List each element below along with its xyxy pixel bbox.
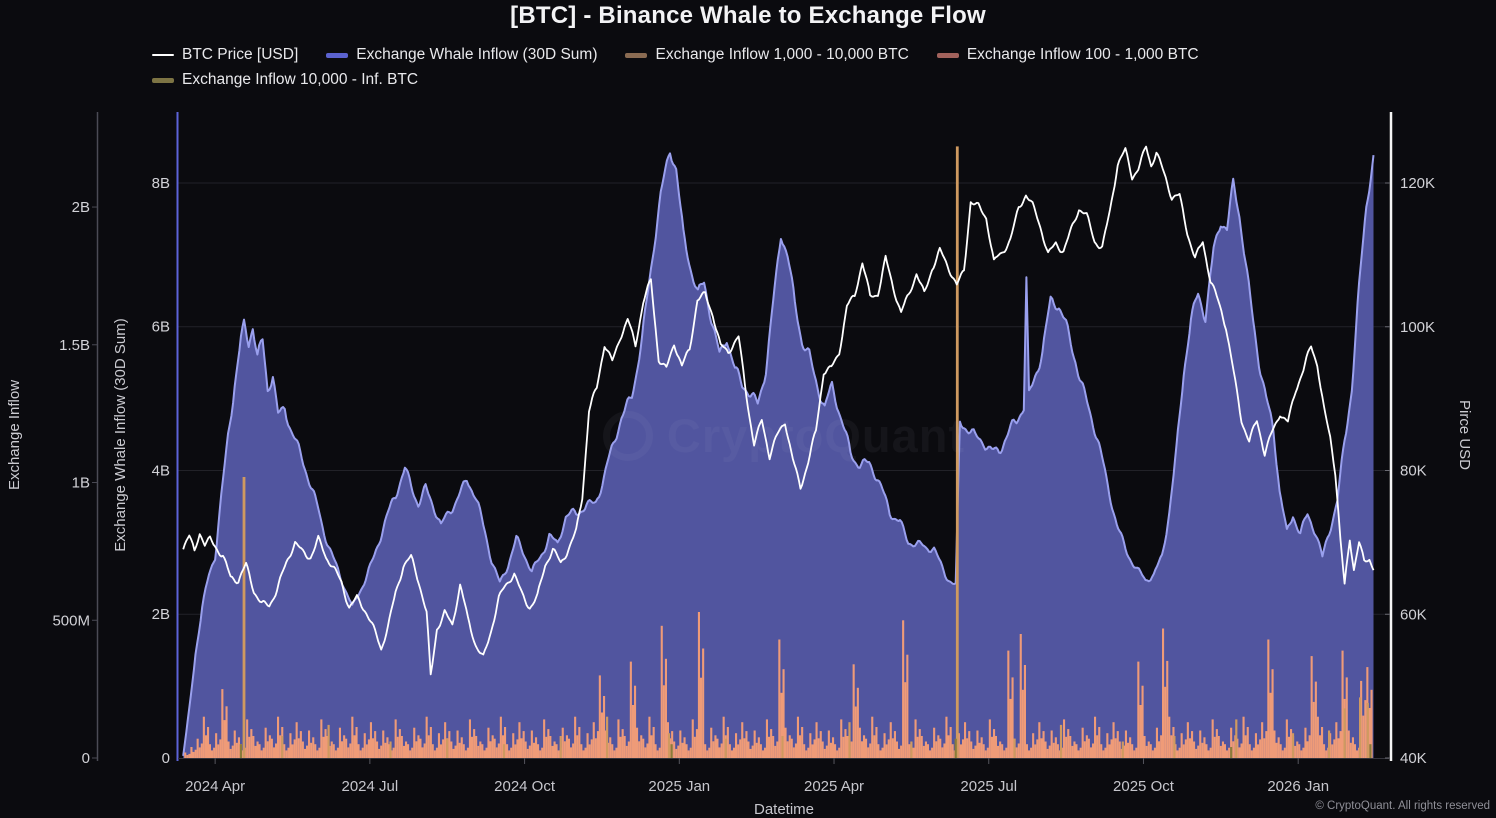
copyright-text: © CryptoQuant. All rights reserved xyxy=(1315,800,1490,812)
svg-text:2B: 2B xyxy=(152,606,170,623)
svg-text:500M: 500M xyxy=(52,612,90,629)
legend-swatch-icon xyxy=(936,52,959,58)
svg-text:2B: 2B xyxy=(72,199,90,216)
svg-text:1.5B: 1.5B xyxy=(59,337,90,354)
svg-text:2025 Apr: 2025 Apr xyxy=(804,778,864,795)
legend-swatch-icon xyxy=(152,77,174,83)
legend-item-0[interactable]: BTC Price [USD] xyxy=(152,46,298,64)
series-inflow-100-1000-bars xyxy=(184,612,1373,758)
svg-text:60K: 60K xyxy=(1400,606,1427,623)
svg-text:40K: 40K xyxy=(1400,750,1427,767)
legend-swatch-icon xyxy=(326,52,349,58)
svg-text:4B: 4B xyxy=(152,462,170,479)
series-btc-price-line xyxy=(182,145,1375,676)
svg-text:2024 Apr: 2024 Apr xyxy=(185,778,245,795)
legend-item-1[interactable]: Exchange Whale Inflow (30D Sum) xyxy=(326,46,597,64)
legend-label: Exchange Inflow 100 - 1,000 BTC xyxy=(966,46,1199,63)
svg-text:2025 Jul: 2025 Jul xyxy=(960,778,1017,795)
legend-swatch-icon xyxy=(152,54,174,56)
series-whale-inflow-area xyxy=(182,152,1375,758)
svg-text:2024 Oct: 2024 Oct xyxy=(494,778,556,795)
legend-label: Exchange Inflow 1,000 - 10,000 BTC xyxy=(655,46,909,63)
svg-text:0: 0 xyxy=(82,750,90,767)
legend-item-2[interactable]: Exchange Inflow 1,000 - 10,000 BTC xyxy=(625,46,909,64)
y-axis-title-price: Pirce USD xyxy=(1456,399,1473,471)
legend-swatch-icon xyxy=(625,52,648,58)
svg-text:2024 Jul: 2024 Jul xyxy=(341,778,398,795)
svg-text:100K: 100K xyxy=(1400,319,1435,336)
series-inflow-10000-inf-bars xyxy=(239,738,1372,758)
legend: BTC Price [USD] Exchange Whale Inflow (30… xyxy=(152,46,1392,89)
svg-text:6B: 6B xyxy=(152,319,170,336)
series-inflow-1000-10000-bars xyxy=(242,146,1369,758)
svg-text:2025 Jan: 2025 Jan xyxy=(648,778,710,795)
svg-text:2025 Oct: 2025 Oct xyxy=(1113,778,1175,795)
legend-item-4[interactable]: Exchange Inflow 10,000 - Inf. BTC xyxy=(152,71,418,89)
legend-label: Exchange Whale Inflow (30D Sum) xyxy=(356,46,598,63)
chart-title: [BTC] - Binance Whale to Exchange Flow xyxy=(510,2,986,29)
x-axis-title: Datetime xyxy=(753,801,815,818)
svg-text:1B: 1B xyxy=(72,475,90,492)
svg-text:80K: 80K xyxy=(1400,463,1427,480)
svg-text:0: 0 xyxy=(162,750,170,767)
legend-item-3[interactable]: Exchange Inflow 100 - 1,000 BTC xyxy=(936,46,1199,64)
svg-text:8B: 8B xyxy=(152,175,170,192)
svg-text:2026 Jan: 2026 Jan xyxy=(1267,778,1329,795)
legend-label: Exchange Inflow 10,000 - Inf. BTC xyxy=(182,71,419,88)
legend-label: BTC Price [USD] xyxy=(182,46,299,63)
svg-text:120K: 120K xyxy=(1400,175,1435,192)
